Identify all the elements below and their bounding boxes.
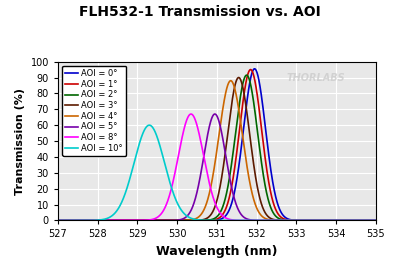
AOI = 5°: [202, 153, 206, 157]
AOI = 2°: [244, 73, 249, 77]
AOI = 8°: [188, 112, 193, 116]
AOI = 10°: [202, 219, 206, 222]
AOI = 2°: [373, 219, 378, 222]
AOI = 0°: [306, 219, 311, 222]
AOI = 4°: [364, 219, 369, 222]
AOI = 0°: [364, 219, 369, 222]
AOI = 10°: [210, 219, 215, 222]
AOI = 1°: [364, 219, 369, 222]
Line: AOI = 8°: AOI = 8°: [58, 114, 376, 220]
AOI = 3°: [210, 210, 215, 214]
AOI = 3°: [56, 219, 60, 222]
AOI = 4°: [228, 79, 233, 82]
Line: AOI = 3°: AOI = 3°: [58, 78, 376, 220]
AOI = 1°: [306, 219, 311, 222]
X-axis label: Wavelength (nm): Wavelength (nm): [156, 245, 278, 258]
Text: FLH532-1 Transmission vs. AOI: FLH532-1 Transmission vs. AOI: [79, 5, 321, 19]
AOI = 10°: [72, 219, 76, 222]
AOI = 3°: [373, 219, 378, 222]
AOI = 8°: [364, 219, 369, 222]
AOI = 5°: [72, 219, 76, 222]
AOI = 2°: [202, 219, 206, 222]
AOI = 2°: [364, 219, 369, 222]
AOI = 10°: [364, 219, 369, 222]
AOI = 1°: [72, 219, 76, 222]
AOI = 5°: [210, 115, 215, 118]
Line: AOI = 4°: AOI = 4°: [58, 81, 376, 220]
AOI = 8°: [373, 219, 378, 222]
Legend: AOI = 0°, AOI = 1°, AOI = 2°, AOI = 3°, AOI = 4°, AOI = 5°, AOI = 8°, AOI = 10°: AOI = 0°, AOI = 1°, AOI = 2°, AOI = 3°, …: [62, 66, 126, 156]
AOI = 1°: [248, 68, 253, 71]
AOI = 5°: [306, 219, 311, 222]
AOI = 1°: [364, 219, 369, 222]
Line: AOI = 0°: AOI = 0°: [58, 69, 376, 220]
AOI = 2°: [56, 219, 60, 222]
AOI = 0°: [72, 219, 76, 222]
AOI = 3°: [72, 219, 76, 222]
AOI = 0°: [364, 219, 369, 222]
AOI = 10°: [147, 123, 152, 127]
AOI = 5°: [56, 219, 60, 222]
AOI = 8°: [364, 219, 369, 222]
AOI = 2°: [72, 219, 76, 222]
AOI = 3°: [236, 76, 241, 79]
AOI = 0°: [202, 219, 206, 222]
AOI = 10°: [373, 219, 378, 222]
Line: AOI = 10°: AOI = 10°: [58, 125, 376, 220]
AOI = 0°: [210, 219, 215, 222]
AOI = 3°: [364, 219, 369, 222]
AOI = 8°: [72, 219, 76, 222]
AOI = 8°: [56, 219, 60, 222]
AOI = 3°: [364, 219, 369, 222]
AOI = 10°: [364, 219, 369, 222]
AOI = 1°: [202, 219, 206, 222]
AOI = 1°: [210, 218, 215, 222]
Line: AOI = 5°: AOI = 5°: [58, 114, 376, 220]
AOI = 4°: [306, 219, 311, 222]
Line: AOI = 2°: AOI = 2°: [58, 75, 376, 220]
AOI = 3°: [202, 218, 206, 221]
AOI = 8°: [306, 219, 311, 222]
AOI = 10°: [56, 219, 60, 222]
AOI = 5°: [364, 219, 369, 222]
AOI = 4°: [202, 208, 206, 211]
AOI = 1°: [56, 219, 60, 222]
AOI = 0°: [373, 219, 378, 222]
AOI = 8°: [202, 157, 206, 160]
AOI = 4°: [72, 219, 76, 222]
AOI = 2°: [364, 219, 369, 222]
AOI = 0°: [252, 67, 257, 70]
Line: AOI = 1°: AOI = 1°: [58, 70, 376, 220]
AOI = 4°: [373, 219, 378, 222]
AOI = 4°: [210, 177, 215, 180]
AOI = 4°: [364, 219, 369, 222]
AOI = 8°: [210, 194, 215, 197]
AOI = 2°: [306, 219, 311, 222]
Text: THORLABS: THORLABS: [287, 73, 345, 83]
AOI = 5°: [364, 219, 369, 222]
AOI = 5°: [212, 112, 217, 116]
AOI = 5°: [373, 219, 378, 222]
Y-axis label: Transmission (%): Transmission (%): [15, 88, 25, 195]
AOI = 1°: [373, 219, 378, 222]
AOI = 3°: [306, 219, 311, 222]
AOI = 0°: [56, 219, 60, 222]
AOI = 4°: [56, 219, 60, 222]
AOI = 2°: [210, 218, 215, 221]
AOI = 10°: [306, 219, 311, 222]
